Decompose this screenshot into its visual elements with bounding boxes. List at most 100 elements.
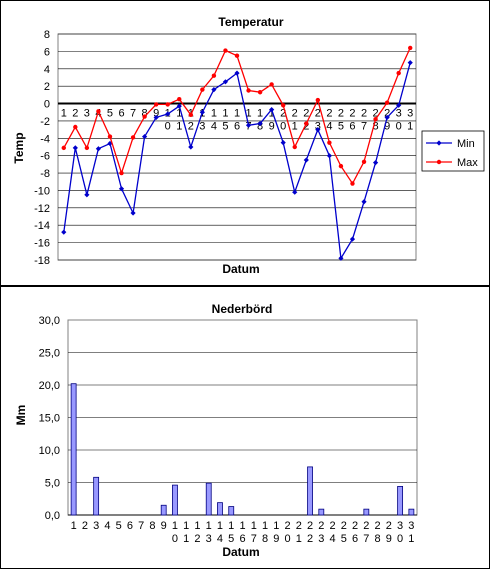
x-tick-label: 1 — [206, 520, 212, 532]
x-tick-label: 2 — [318, 520, 324, 532]
y-tick-label: 10,0 — [39, 445, 60, 457]
bar — [363, 508, 370, 516]
x-tick-label: 1 — [71, 520, 77, 532]
data-point-max — [338, 163, 344, 169]
data-point-min — [361, 199, 367, 205]
y-tick-label: -16 — [34, 238, 50, 250]
x-tick-label: 2 — [386, 520, 392, 532]
data-point-max — [246, 88, 251, 93]
bar — [70, 383, 77, 516]
x-tick-label: 3 — [396, 108, 402, 120]
temperature-chart: Temperatur Temp Datum 86420-2-4-6-8-10-1… — [12, 15, 485, 276]
legend-label-min: Min — [457, 138, 475, 150]
plot-area — [57, 33, 417, 261]
x-tick-label: 5 — [107, 108, 113, 120]
y-tick-label: 5,0 — [45, 478, 60, 490]
data-point-max — [211, 73, 217, 78]
x-tick-label: 0 — [172, 533, 178, 545]
data-point-min — [303, 157, 309, 163]
data-point-max — [327, 140, 332, 145]
data-point-min — [118, 186, 125, 192]
data-point-min — [372, 160, 379, 166]
x-tick-label: 6 — [234, 121, 240, 133]
x-tick-label: 7 — [251, 533, 257, 545]
bar — [205, 482, 212, 516]
y-tick-label: 8 — [44, 29, 50, 41]
y-tick-label: -8 — [40, 168, 50, 180]
chart-title: Temperatur — [218, 15, 283, 29]
data-point-max — [373, 116, 378, 122]
data-point-max — [350, 181, 355, 186]
y-tick-label: -10 — [34, 185, 50, 197]
x-tick-label: 7 — [130, 108, 136, 120]
chart-title: Nederbörd — [212, 302, 273, 316]
x-tick-label: 1 — [176, 108, 182, 120]
temperature-chart-panel: Temperatur Temp Datum 8 6 4 2 0 -2 -4 -6 -8 -10 -1… — [0, 0, 490, 286]
x-tick-label: 4 — [326, 121, 332, 133]
x-tick-label: 9 — [273, 533, 279, 545]
x-tick-label: 2 — [326, 108, 332, 120]
data-point-min — [95, 146, 102, 152]
x-tick-label: 1 — [234, 108, 240, 120]
y-tick-label: -12 — [34, 203, 50, 215]
precipitation-chart: Nederbörd Mm Datum 30,025,020,015,010,05… — [14, 302, 418, 559]
x-tick-label: 1 — [217, 520, 223, 532]
data-point-max — [73, 124, 78, 130]
x-tick-label: 2 — [363, 520, 369, 532]
data-point-min — [245, 122, 252, 128]
bar — [228, 506, 235, 516]
x-tick-label: 1 — [222, 108, 228, 120]
x-tick-label: 1 — [245, 108, 251, 120]
x-tick-label: 1 — [257, 108, 263, 120]
data-point-min — [396, 102, 402, 108]
bar — [172, 484, 178, 516]
legend-box — [421, 130, 485, 172]
x-tick-label: 1 — [296, 533, 302, 545]
y-tick-label: 15,0 — [39, 413, 60, 425]
x-tick-label: 6 — [352, 533, 358, 545]
x-tick-label: 5 — [222, 121, 228, 133]
x-tick-label: 7 — [363, 533, 369, 545]
y-tick-label: -14 — [34, 220, 50, 232]
data-point-max — [142, 114, 147, 119]
x-tick-label: 2 — [361, 108, 367, 120]
data-point-min — [211, 87, 217, 93]
data-point-max — [223, 48, 228, 53]
x-tick-label: 3 — [93, 520, 99, 532]
data-point-min — [338, 255, 344, 261]
x-tick-label: 3 — [84, 108, 90, 120]
data-point-max — [96, 109, 101, 114]
y-tick-label: -2 — [40, 116, 50, 128]
y-axis-label: Temp — [12, 132, 26, 163]
x-tick-label: 3 — [408, 520, 414, 532]
data-point-min — [349, 236, 356, 242]
bar — [318, 508, 325, 516]
x-tick-label: 7 — [138, 520, 144, 532]
x-axis-label: Datum — [222, 262, 259, 276]
data-point-min — [153, 114, 159, 121]
x-tick-label: 1 — [239, 520, 245, 532]
y-tick-label: 0 — [44, 99, 50, 111]
x-tick-label: 2 — [352, 520, 358, 532]
x-tick-label: 5 — [228, 533, 234, 545]
data-point-min — [165, 111, 171, 117]
x-tick-label: 2 — [194, 533, 200, 545]
legend-marker-max — [436, 159, 442, 165]
x-tick-label: 2 — [296, 520, 302, 532]
x-tick-label: 8 — [375, 533, 381, 545]
y-tick-label: 4 — [44, 64, 50, 76]
x-tick-label: 9 — [161, 520, 167, 532]
x-tick-label: 6 — [127, 520, 133, 532]
x-tick-label: 5 — [338, 121, 344, 133]
x-tick-label: 2 — [280, 108, 286, 120]
x-tick-label: 6 — [118, 108, 124, 120]
x-tick-label: 2 — [384, 108, 390, 120]
data-point-max — [130, 135, 136, 140]
x-tick-label: 2 — [307, 520, 313, 532]
precipitation-chart-panel: Nederbörd Mm Datum 30,0 25,0 20,0 15,0 10,0 5… — [0, 286, 490, 569]
x-tick-label: 2 — [338, 108, 344, 120]
data-point-min — [315, 127, 321, 133]
x-tick-label: 1 — [262, 520, 268, 532]
y-tick-label: 2 — [44, 81, 50, 93]
x-axis-label: Datum — [222, 545, 259, 559]
